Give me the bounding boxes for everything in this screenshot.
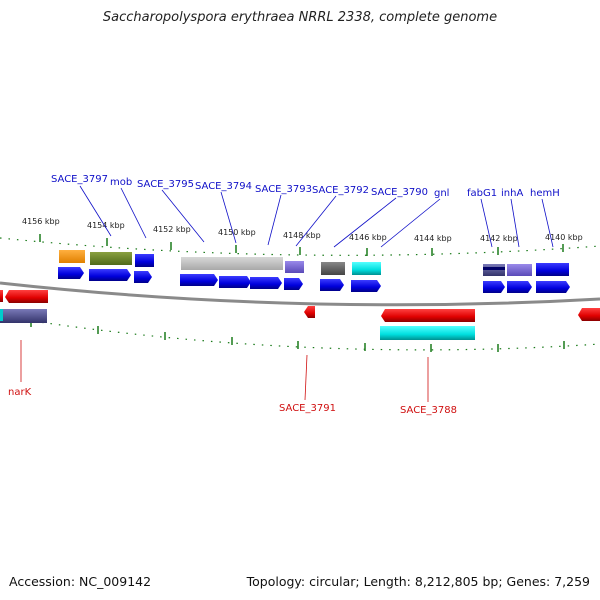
kbp-label: 4148 kbp	[283, 231, 321, 240]
bottom-label-leaders	[20, 340, 429, 402]
gene-label: hemH	[530, 188, 560, 199]
lower-tick-track	[0, 315, 600, 351]
gene-label: mob	[110, 177, 132, 188]
forward-cds-row	[58, 267, 570, 293]
gene-label: gnl	[434, 188, 449, 199]
kbp-label: 4140 kbp	[545, 233, 583, 242]
kbp-label: 4152 kbp	[153, 225, 191, 234]
gene-label: fabG1	[467, 188, 497, 199]
accession-text: Accession: NC_009142	[9, 574, 152, 589]
gene-label: SACE_3790	[371, 187, 428, 198]
kbp-labels: 4156 kbp 4154 kbp 4152 kbp 4150 kbp 4148…	[22, 217, 583, 243]
gene-label: SACE_3792	[312, 185, 369, 196]
bottom-gene-labels: narK SACE_3791 SACE_3788	[8, 387, 457, 416]
gene-label: narK	[8, 387, 32, 398]
kbp-label: 4142 kbp	[480, 234, 518, 243]
top-gene-labels: SACE_3797 mob SACE_3795 SACE_3794 SACE_3…	[51, 174, 560, 199]
gene-label: SACE_3791	[279, 403, 336, 414]
kbp-label: 4150 kbp	[218, 228, 256, 237]
lower-major-ticks	[30, 319, 565, 352]
gene-label: SACE_3797	[51, 174, 108, 185]
gene-label: SACE_3788	[400, 405, 457, 416]
lower-feature-row	[0, 309, 475, 340]
map-title: Saccharopolyspora erythraea NRRL 2338, c…	[102, 10, 498, 25]
top-label-leaders	[79, 185, 554, 248]
gene-label: SACE_3795	[137, 179, 194, 190]
kbp-label: 4156 kbp	[22, 217, 60, 226]
kbp-label: 4146 kbp	[349, 233, 387, 242]
reverse-cds-row	[0, 290, 600, 322]
topology-text: Topology: circular; Length: 8,212,805 bp…	[246, 574, 590, 589]
gene-label: inhA	[501, 188, 523, 199]
upper-feature-row	[59, 250, 569, 276]
upper-major-ticks	[39, 234, 564, 256]
kbp-label: 4144 kbp	[414, 234, 452, 243]
gene-label: SACE_3793	[255, 184, 312, 195]
genome-backbone	[0, 281, 600, 307]
gene-label: SACE_3794	[195, 181, 252, 192]
kbp-label: 4154 kbp	[87, 221, 125, 230]
